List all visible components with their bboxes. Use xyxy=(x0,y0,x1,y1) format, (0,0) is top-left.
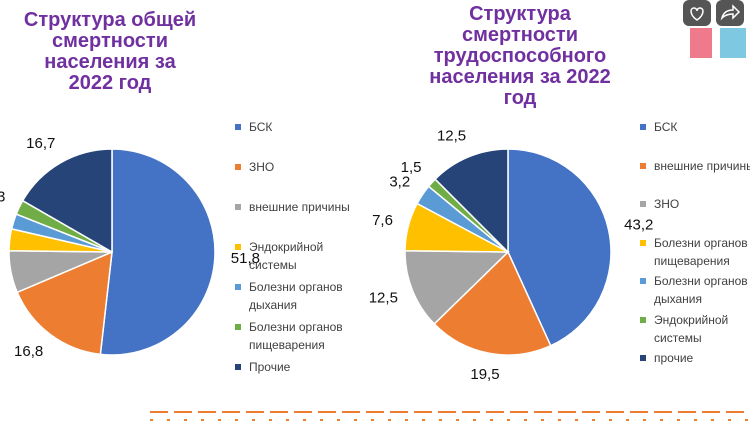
legend-label: Болезни органов пищеварения xyxy=(249,320,343,352)
legend-swatch xyxy=(235,124,241,130)
legend-item: внешние причины xyxy=(235,198,375,234)
chart-title: Структура смертности трудоспособного населе… xyxy=(410,4,630,109)
legend-item: ЗНО xyxy=(235,158,375,194)
legend-label: внешние причины xyxy=(249,200,350,214)
pie-slice xyxy=(434,148,509,254)
legend-label: внешние причины xyxy=(654,158,750,173)
legend-label: Эндокрийной системы xyxy=(249,240,324,272)
legend-item: Болезни органов дыхания xyxy=(235,278,375,314)
legend-label: прочие xyxy=(654,351,694,365)
legend-swatch xyxy=(640,355,646,361)
title-line: год xyxy=(503,87,537,109)
legend-swatch xyxy=(640,162,646,169)
legend-label: БСК xyxy=(249,120,273,134)
legend-label: ЗНО xyxy=(249,160,275,174)
share-button[interactable] xyxy=(716,0,744,26)
logo-part xyxy=(720,28,746,58)
pie-slice xyxy=(16,250,113,356)
data-label: 7,6 xyxy=(372,212,393,229)
data-label: 12,5 xyxy=(369,289,398,306)
legend-label: Прочие xyxy=(249,360,291,374)
legend-item: внешние причины xyxy=(640,157,750,193)
legend-swatch xyxy=(235,364,241,370)
like-button[interactable] xyxy=(683,0,711,26)
logo-part xyxy=(690,28,712,58)
legend-swatch xyxy=(640,239,646,246)
title-line: населения за 2022 xyxy=(429,66,611,88)
share-icon xyxy=(720,4,741,21)
title-line: трудоспособного xyxy=(433,45,607,67)
data-label: 19,5 xyxy=(470,366,499,383)
legend-swatch xyxy=(640,316,646,323)
legend-item: Болезни органов пищеварения xyxy=(235,318,375,354)
legend-item: Болезни органов дыхания xyxy=(640,272,750,308)
legend-swatch xyxy=(640,201,646,207)
legend-swatch xyxy=(235,164,241,170)
legend-swatch xyxy=(235,244,241,250)
legend-label: Болезни органов дыхания xyxy=(654,274,748,306)
legend-swatch xyxy=(235,204,241,210)
pie-slice xyxy=(404,249,510,325)
data-label: 12,5 xyxy=(437,127,466,144)
legend-label: ЗНО xyxy=(654,197,680,211)
legend-item: БСК xyxy=(235,118,375,154)
title-line: Структура общей xyxy=(23,9,197,31)
legend-item: ЗНО xyxy=(640,195,750,231)
decoration xyxy=(150,411,750,421)
legend-label: Эндокрийной системы xyxy=(654,312,729,345)
legend-item: Эндокрийной системы xyxy=(640,311,750,347)
data-label: 3,2 xyxy=(389,173,410,190)
legend-label: Болезни органов пищеварения xyxy=(654,235,748,268)
legend-swatch xyxy=(640,124,646,130)
pie-slice xyxy=(507,148,612,347)
data-label: 51,8 xyxy=(231,250,260,267)
data-label: 16,8 xyxy=(14,343,43,360)
pie-slice xyxy=(99,148,216,356)
legend-swatch xyxy=(640,278,646,284)
heart-icon xyxy=(690,7,704,21)
data-label: 1,5 xyxy=(401,159,422,176)
title-line: населения за xyxy=(44,51,176,73)
legend-item: Эндокрийной системы xyxy=(235,238,375,274)
top-icons xyxy=(683,0,746,58)
legend-label: БСК xyxy=(654,120,678,134)
pie-slice xyxy=(21,148,113,254)
title-line: Структура xyxy=(469,3,571,25)
title-line: 2022 год xyxy=(68,72,152,94)
legend-item: Прочие xyxy=(235,358,375,394)
legend-label: Болезни органов дыхания xyxy=(249,280,343,312)
data-label: 16,7 xyxy=(26,135,55,152)
pie-slice xyxy=(433,250,552,356)
legend-item: БСК xyxy=(640,118,750,154)
title-line: смертности xyxy=(461,24,579,46)
chart-title: Структура общей смертности населения за 202… xyxy=(0,10,220,94)
title-line: смертности xyxy=(51,30,169,52)
legend-item: Болезни органов пищеварения xyxy=(640,234,750,270)
data-label: 43,2 xyxy=(624,216,653,233)
legend-swatch xyxy=(235,324,241,330)
legend-swatch xyxy=(235,284,241,290)
legend-item: прочие xyxy=(640,349,750,385)
data-label: 2,3 xyxy=(0,189,5,206)
